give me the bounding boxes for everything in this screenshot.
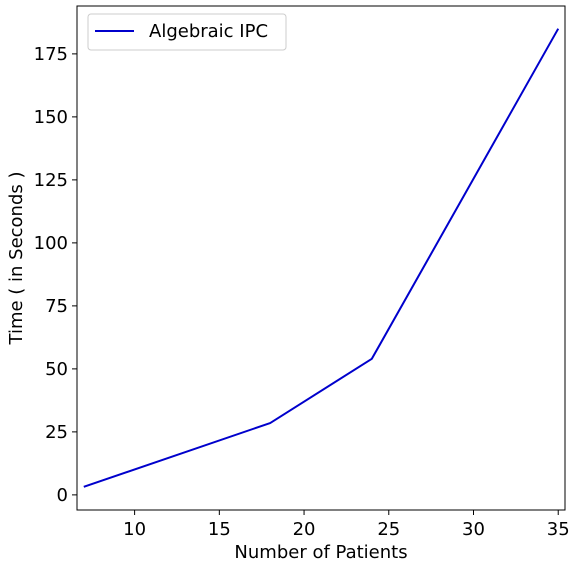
x-tick-label: 15 <box>208 519 231 540</box>
x-tick-label: 30 <box>462 519 485 540</box>
legend: Algebraic IPC <box>87 13 287 51</box>
axis-ticks: 10 15 20 25 30 35 0 25 50 75 100 125 150 175 <box>34 44 570 540</box>
y-axis-label: Time ( in Seconds ) <box>6 171 27 345</box>
y-tick-label: 25 <box>45 422 68 443</box>
y-tick-label: 50 <box>45 359 68 380</box>
y-tick-label: 100 <box>34 233 68 254</box>
y-tick-label: 150 <box>34 107 68 128</box>
series-line <box>83 28 560 488</box>
x-tick-label: 20 <box>293 519 316 540</box>
x-tick-label: 10 <box>123 519 146 540</box>
plot-frame <box>76 5 566 511</box>
legend-box <box>87 13 287 51</box>
y-tick-label: 75 <box>45 296 68 317</box>
plot-area <box>83 28 560 488</box>
y-tick-label: 0 <box>57 485 68 506</box>
x-tick-label: 35 <box>547 519 570 540</box>
legend-label: Algebraic IPC <box>149 21 268 42</box>
y-tick-label: 175 <box>34 44 68 65</box>
y-tick-label: 125 <box>34 170 68 191</box>
x-tick-label: 25 <box>377 519 400 540</box>
x-axis-label: Number of Patients <box>234 542 407 563</box>
